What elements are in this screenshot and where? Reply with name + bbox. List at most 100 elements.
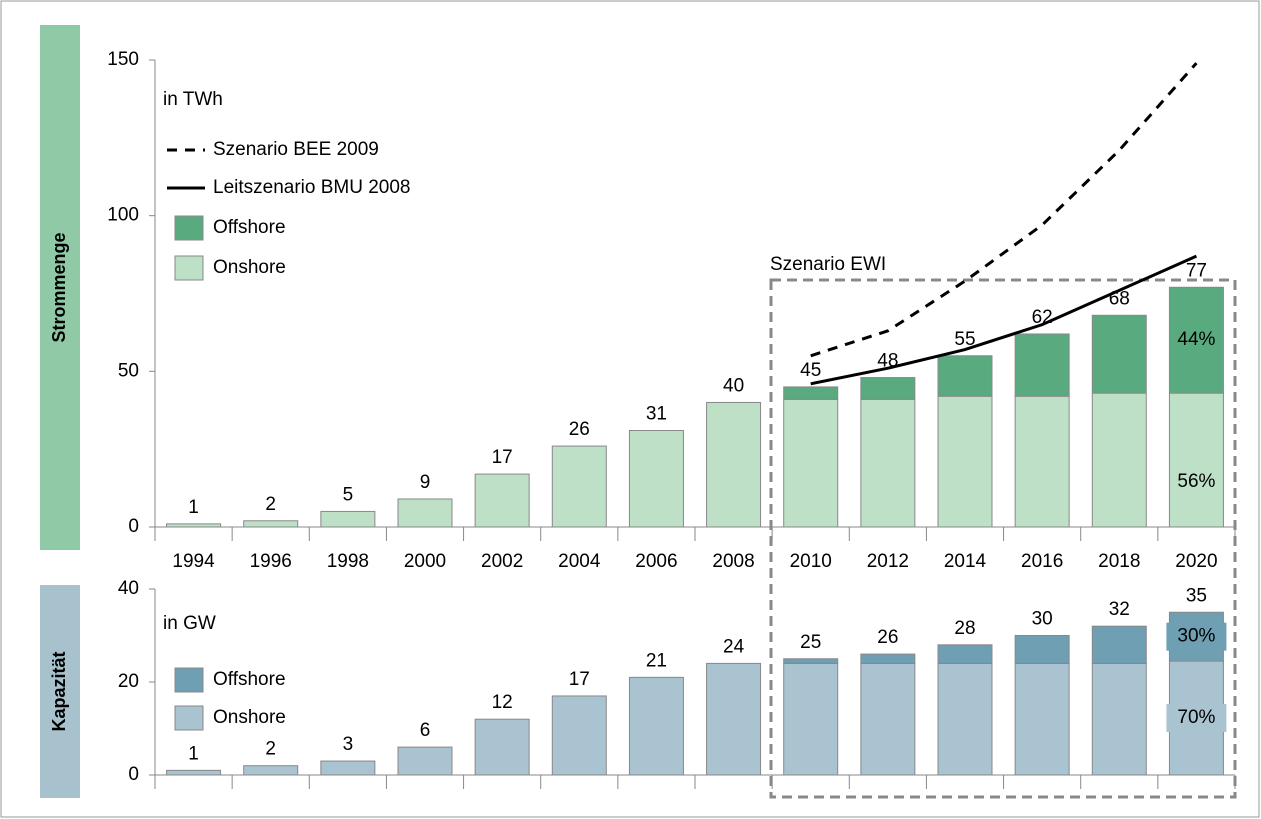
bar: [551, 445, 607, 528]
legend-label: Szenario BEE 2009: [213, 139, 379, 160]
bar: [1091, 392, 1147, 528]
total-label: 32: [1109, 599, 1130, 620]
share-label: 30%: [1177, 626, 1215, 647]
bar: [706, 662, 762, 776]
total-label: 5: [343, 484, 354, 505]
bar: [1014, 662, 1070, 776]
total-label: 55: [954, 329, 975, 350]
side-bar: [40, 585, 80, 798]
bar: [1014, 635, 1070, 664]
x-tick-label: 2006: [635, 551, 677, 572]
y-tick-label: 20: [118, 671, 139, 692]
x-tick-label: 1998: [327, 551, 369, 572]
x-tick-label: 2010: [790, 551, 832, 572]
legend-label: Offshore: [213, 669, 286, 690]
bar: [320, 760, 376, 776]
side-label: Strommenge: [49, 232, 69, 342]
line: [810, 254, 1198, 386]
bar: [1168, 392, 1224, 528]
share-label-bg: [1166, 622, 1227, 651]
bar: [937, 395, 993, 528]
bar: [474, 473, 530, 528]
scenario-label: Szenario EWI: [770, 254, 886, 275]
total-label: 25: [800, 632, 821, 653]
total-label: 24: [723, 636, 745, 657]
total-label: 1: [188, 497, 199, 518]
x-tick-label: 2014: [944, 551, 987, 572]
bar: [628, 429, 684, 528]
bar: [706, 401, 762, 528]
total-label: 6: [420, 720, 431, 741]
unit-label: in GW: [163, 613, 216, 634]
x-tick-label: 2016: [1021, 551, 1063, 572]
bar: [1014, 333, 1070, 397]
unit-label: in TWh: [163, 89, 223, 110]
side-bar: [40, 25, 80, 550]
bar: [937, 662, 993, 776]
share-label: 70%: [1177, 707, 1215, 728]
x-tick-label: 1994: [172, 551, 215, 572]
bar: [1091, 314, 1147, 394]
bar: [551, 695, 607, 776]
total-label: 12: [492, 692, 513, 713]
bar: [397, 498, 453, 528]
bar: [320, 510, 376, 528]
bar: [937, 644, 993, 664]
total-label: 28: [954, 618, 975, 639]
total-label: 2: [265, 739, 276, 760]
bar: [1091, 625, 1147, 664]
total-label: 1: [188, 743, 199, 764]
x-tick-label: 2000: [404, 551, 446, 572]
bar: [860, 398, 916, 528]
y-tick-label: 100: [107, 205, 139, 226]
x-tick-label: 2008: [712, 551, 754, 572]
y-tick-label: 0: [128, 764, 139, 785]
bar: [860, 662, 916, 776]
total-label: 77: [1186, 260, 1207, 281]
bar: [1091, 662, 1147, 776]
y-tick-label: 150: [107, 49, 139, 70]
x-tick-label: 2004: [558, 551, 601, 572]
total-label: 17: [492, 447, 513, 468]
total-label: 26: [569, 419, 590, 440]
bar: [1168, 286, 1224, 394]
total-label: 45: [800, 360, 821, 381]
y-tick-label: 50: [118, 360, 139, 381]
side-label: Kapazität: [49, 651, 69, 731]
total-label: 2: [265, 494, 276, 515]
y-tick-label: 40: [118, 578, 139, 599]
x-tick-label: 1996: [250, 551, 292, 572]
bar: [628, 676, 684, 776]
legend-label: Offshore: [213, 217, 286, 238]
bar: [783, 386, 839, 400]
total-label: 21: [646, 650, 667, 671]
bar: [860, 377, 916, 400]
share-label: 56%: [1177, 471, 1215, 492]
line: [810, 62, 1198, 358]
bar: [166, 523, 222, 528]
share-label-bg: [1166, 704, 1227, 733]
legend-swatch: [174, 667, 204, 693]
y-tick-label: 0: [128, 516, 139, 537]
share-label: 44%: [1177, 329, 1215, 350]
bar: [243, 765, 299, 776]
bar: [783, 398, 839, 528]
total-label: 26: [877, 627, 898, 648]
legend-swatch: [174, 705, 204, 731]
total-label: 3: [343, 734, 354, 755]
total-label: 40: [723, 375, 744, 396]
x-tick-label: 2018: [1098, 551, 1140, 572]
total-label: 30: [1032, 609, 1053, 630]
x-tick-label: 2020: [1175, 551, 1217, 572]
total-label: 31: [646, 404, 667, 425]
bar: [397, 746, 453, 776]
total-label: 9: [420, 472, 431, 493]
bar: [937, 355, 993, 397]
bar: [860, 653, 916, 664]
total-label: 17: [569, 669, 590, 690]
bar: [166, 769, 222, 776]
legend-label: Leitszenario BMU 2008: [213, 177, 411, 198]
legend-label: Onshore: [213, 707, 286, 728]
